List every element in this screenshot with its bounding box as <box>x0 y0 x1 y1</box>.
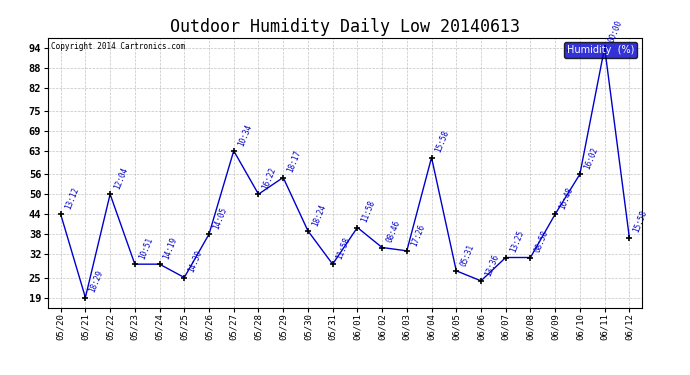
Text: 18:29: 18:29 <box>88 269 105 294</box>
Text: 10:51: 10:51 <box>137 236 155 261</box>
Text: 05:31: 05:31 <box>459 243 475 267</box>
Text: 13:12: 13:12 <box>63 186 80 211</box>
Text: 18:24: 18:24 <box>310 202 327 228</box>
Text: 15:58: 15:58 <box>434 129 451 154</box>
Text: 16:48: 16:48 <box>558 186 575 211</box>
Legend: Humidity  (%): Humidity (%) <box>564 42 637 58</box>
Text: 14:30: 14:30 <box>187 249 204 274</box>
Text: 13:36: 13:36 <box>484 253 500 278</box>
Text: 18:17: 18:17 <box>286 149 303 174</box>
Title: Outdoor Humidity Daily Low 20140613: Outdoor Humidity Daily Low 20140613 <box>170 18 520 36</box>
Text: 08:46: 08:46 <box>384 219 402 244</box>
Text: 16:02: 16:02 <box>582 146 600 171</box>
Text: Copyright 2014 Cartronics.com: Copyright 2014 Cartronics.com <box>51 42 186 51</box>
Text: 12:04: 12:04 <box>112 166 130 191</box>
Text: 11:58: 11:58 <box>335 236 352 261</box>
Text: 14:19: 14:19 <box>162 236 179 261</box>
Text: 00:00: 00:00 <box>607 20 624 44</box>
Text: 16:22: 16:22 <box>261 166 278 191</box>
Text: 08:58: 08:58 <box>533 230 550 254</box>
Text: 13:25: 13:25 <box>509 230 525 254</box>
Text: 17:26: 17:26 <box>409 223 426 248</box>
Text: 10:34: 10:34 <box>236 123 253 147</box>
Text: 15:58: 15:58 <box>632 209 649 234</box>
Text: 14:05: 14:05 <box>212 206 228 231</box>
Text: 11:58: 11:58 <box>360 200 377 224</box>
